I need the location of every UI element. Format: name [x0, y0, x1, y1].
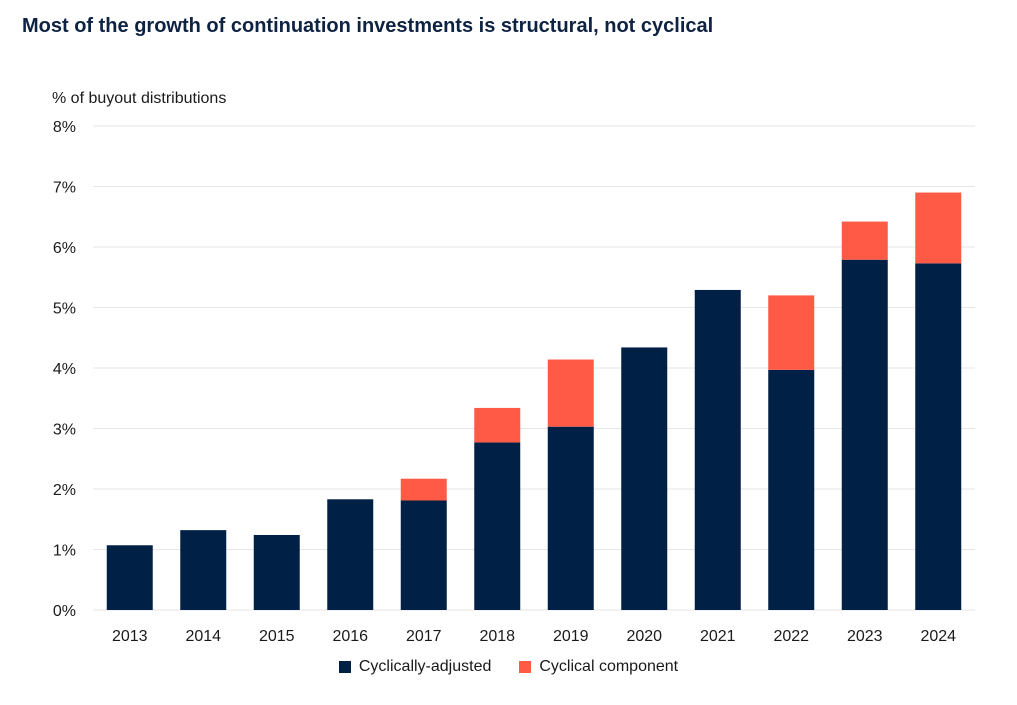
bar-segment-adjusted — [180, 530, 227, 610]
y-tick-label: 6% — [53, 240, 76, 257]
bar-segment-adjusted — [915, 263, 962, 610]
y-tick-label: 0% — [53, 603, 76, 620]
bar-segment-adjusted — [327, 499, 374, 610]
y-tick-label: 1% — [53, 543, 76, 560]
x-tick-label: 2013 — [112, 628, 148, 645]
y-tick-label: 7% — [53, 180, 76, 197]
bar-segment-cyclical — [547, 359, 594, 427]
x-tick-label: 2021 — [700, 628, 736, 645]
legend-label-cyclical: Cyclical component — [539, 658, 679, 675]
bar-segment-adjusted — [106, 545, 153, 610]
x-tick-label: 2022 — [773, 628, 809, 645]
bar-segment-adjusted — [400, 500, 447, 610]
x-tick-label: 2018 — [479, 628, 515, 645]
y-tick-label: 4% — [53, 361, 76, 378]
bar-segment-adjusted — [768, 369, 815, 610]
legend: Cyclically-adjusted Cyclical component — [0, 658, 1017, 676]
legend-label-adjusted: Cyclically-adjusted — [358, 658, 492, 675]
bar-segment-adjusted — [547, 426, 594, 610]
x-tick-label: 2024 — [920, 628, 956, 645]
x-tick-label: 2023 — [847, 628, 883, 645]
y-tick-label: 5% — [53, 301, 76, 318]
bar-segment-adjusted — [621, 347, 668, 610]
bar-segment-adjusted — [253, 534, 300, 610]
legend-item-adjusted: Cyclically-adjusted — [338, 658, 492, 676]
x-tick-label: 2015 — [259, 628, 295, 645]
bar-segment-adjusted — [474, 442, 521, 610]
bar-segment-cyclical — [841, 221, 888, 260]
x-tick-label: 2017 — [406, 628, 442, 645]
chart-title: Most of the growth of continuation inves… — [22, 15, 714, 37]
bar-segment-cyclical — [474, 407, 521, 443]
bar-segment-adjusted — [841, 259, 888, 610]
bar-segment-adjusted — [694, 289, 741, 610]
x-tick-label: 2019 — [553, 628, 589, 645]
bar-segment-cyclical — [915, 192, 962, 264]
bar-segment-cyclical — [768, 295, 815, 370]
legend-swatch-cyclical — [519, 661, 532, 673]
y-axis-label: % of buyout distributions — [52, 90, 227, 107]
legend-item-cyclical: Cyclical component — [519, 658, 678, 676]
y-tick-label: 8% — [53, 119, 76, 136]
x-tick-label: 2016 — [332, 628, 368, 645]
y-tick-label: 2% — [53, 482, 76, 499]
y-tick-label: 3% — [53, 422, 76, 439]
x-tick-label: 2020 — [626, 628, 662, 645]
x-tick-label: 2014 — [185, 628, 221, 645]
legend-swatch-adjusted — [338, 661, 351, 673]
bar-segment-cyclical — [400, 478, 447, 501]
